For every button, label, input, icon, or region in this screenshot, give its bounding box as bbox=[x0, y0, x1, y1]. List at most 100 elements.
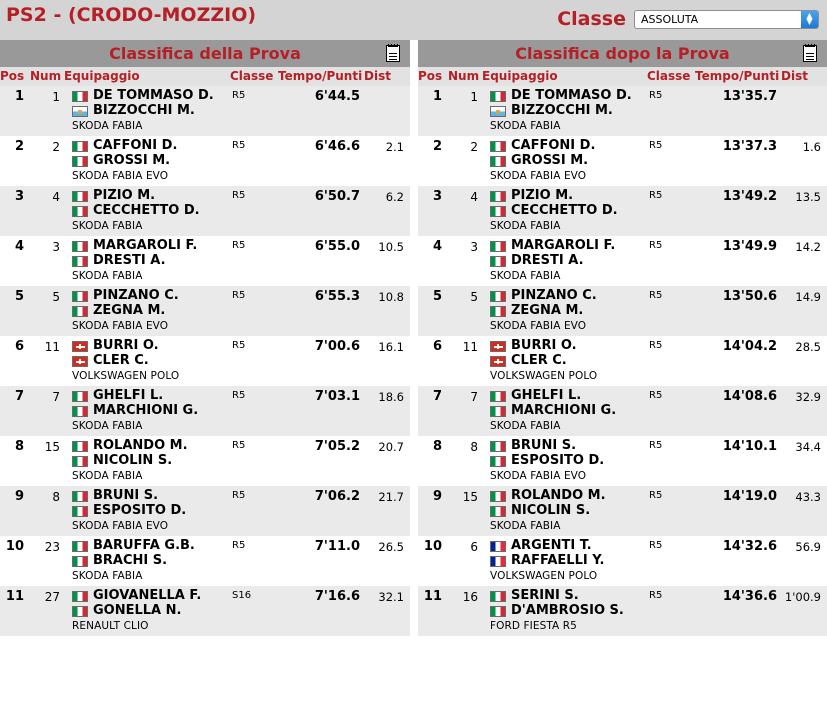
cell-tempo: 7'06.2 bbox=[314, 489, 360, 504]
cell-num: 7 bbox=[470, 390, 478, 404]
cell-dist: 16.1 bbox=[378, 340, 404, 354]
codriver-name: ESPOSITO D. bbox=[93, 503, 187, 518]
cell-equipaggio: SERINI S. D'AMBROSIO S. FORD FIESTA R5 bbox=[482, 586, 647, 636]
cell-num: 8 bbox=[470, 440, 478, 454]
table-header-row: Pos Num Equipaggio Classe Tempo/Punti Di… bbox=[418, 67, 827, 86]
cell-pos: 2 bbox=[14, 139, 24, 154]
cell-tempo: 6'55.3 bbox=[314, 289, 360, 304]
table-row[interactable]: 8 15 ROLANDO M. NICOLIN S. SKODA FABIA R5 7'05… bbox=[0, 436, 410, 486]
col-dist: Dist bbox=[364, 67, 410, 86]
codriver-name: GONELLA N. bbox=[93, 603, 182, 618]
cell-classe: R5 bbox=[232, 440, 246, 451]
crew-member: CECCHETTO D. bbox=[72, 203, 230, 218]
flag-it-icon bbox=[490, 156, 506, 167]
cell-dist: 13.5 bbox=[795, 190, 821, 204]
table-row[interactable]: 11 16 SERINI S. D'AMBROSIO S. FORD FIESTA R5… bbox=[418, 586, 827, 636]
flag-it-icon bbox=[72, 606, 88, 617]
cell-classe: R5 bbox=[232, 240, 246, 251]
flag-it-icon bbox=[72, 141, 88, 152]
cell-dist: 20.7 bbox=[378, 440, 404, 454]
table-row[interactable]: 3 4 PIZIO M. CECCHETTO D. SKODA FABIA R5 6'50.… bbox=[0, 186, 410, 236]
table-row[interactable]: 6 11 BURRI O. CLER C. VOLKSWAGEN POLO R5 14'04… bbox=[418, 336, 827, 386]
classe-selected-value: ASSOLUTA bbox=[641, 12, 699, 26]
flag-it-icon bbox=[72, 406, 88, 417]
table-row[interactable]: 10 23 BARUFFA G.B. BRACHI S. SKODA FABIA R5 7'… bbox=[0, 536, 410, 586]
flag-ch-icon bbox=[490, 341, 506, 352]
cell-equipaggio: ARGENTI T. RAFFAELLI Y. VOLKSWAGEN POLO bbox=[482, 536, 647, 586]
cell-classe: R5 bbox=[649, 390, 663, 401]
flag-it-icon bbox=[490, 406, 506, 417]
driver-name: ROLANDO M. bbox=[93, 438, 188, 453]
cell-num: 5 bbox=[470, 290, 478, 304]
col-pos: Pos bbox=[0, 67, 30, 86]
table-row[interactable]: 8 8 BRUNI S. ESPOSITO D. SKODA FABIA EVO R5 14… bbox=[418, 436, 827, 486]
crew-member: BURRI O. bbox=[72, 338, 230, 353]
driver-name: GHELFI L. bbox=[93, 388, 164, 403]
table-row[interactable]: 1 1 DE TOMMASO D. BIZZOCCHI M. SKODA FABIA R5… bbox=[0, 86, 410, 136]
table-row[interactable]: 1 1 DE TOMMASO D. BIZZOCCHI M. SKODA FABIA R5… bbox=[418, 86, 827, 136]
crew-member: CAFFONI D. bbox=[490, 138, 647, 153]
col-num: Num bbox=[448, 67, 482, 86]
table-row[interactable]: 10 6 ARGENTI T. RAFFAELLI Y. VOLKSWAGEN POLO… bbox=[418, 536, 827, 586]
crew-member: BRUNI S. bbox=[490, 438, 647, 453]
col-tempo: Tempo/Punti bbox=[695, 67, 781, 86]
cell-pos: 11 bbox=[423, 589, 442, 604]
notepad-icon[interactable] bbox=[803, 44, 817, 62]
notepad-icon[interactable] bbox=[386, 44, 400, 62]
flag-it-icon bbox=[72, 491, 88, 502]
table-row[interactable]: 2 2 CAFFONI D. GROSSI M. SKODA FABIA EVO R5 6'… bbox=[0, 136, 410, 186]
cell-dist: 14.2 bbox=[795, 240, 821, 254]
cell-tempo: 6'46.6 bbox=[314, 139, 360, 154]
cell-num: 27 bbox=[44, 590, 60, 604]
crew-member: CECCHETTO D. bbox=[490, 203, 647, 218]
classe-select[interactable]: ASSOLUTA ▲ ▼ bbox=[634, 9, 819, 29]
crew-member: GROSSI M. bbox=[490, 153, 647, 168]
chevron-updown-icon[interactable]: ▲ ▼ bbox=[801, 10, 818, 28]
cell-pos: 3 bbox=[14, 189, 24, 204]
crew-member: DRESTI A. bbox=[490, 253, 647, 268]
stage-results-header: Classifica della Prova bbox=[0, 40, 410, 67]
flag-it-icon bbox=[490, 441, 506, 452]
cell-equipaggio: PINZANO C. ZEGNA M. SKODA FABIA EVO bbox=[64, 286, 230, 336]
flag-it-icon bbox=[490, 141, 506, 152]
table-row[interactable]: 9 15 ROLANDO M. NICOLIN S. SKODA FABIA R5 14'1… bbox=[418, 486, 827, 536]
cell-pos: 5 bbox=[432, 289, 442, 304]
table-row[interactable]: 7 7 GHELFI L. MARCHIONI G. SKODA FABIA R5 14'0… bbox=[418, 386, 827, 436]
driver-name: PINZANO C. bbox=[511, 288, 597, 303]
cell-classe: R5 bbox=[232, 290, 246, 301]
table-row[interactable]: 6 11 BURRI O. CLER C. VOLKSWAGEN POLO R5 7'00.… bbox=[0, 336, 410, 386]
table-row[interactable]: 4 3 MARGAROLI F. DRESTI A. SKODA FABIA R5 13'4… bbox=[418, 236, 827, 286]
driver-name: GIOVANELLA F. bbox=[93, 588, 202, 603]
table-row[interactable]: 9 8 BRUNI S. ESPOSITO D. SKODA FABIA EVO R5 7'… bbox=[0, 486, 410, 536]
driver-name: MARGAROLI F. bbox=[93, 238, 198, 253]
cell-dist: 34.4 bbox=[795, 440, 821, 454]
col-num: Num bbox=[30, 67, 64, 86]
table-row[interactable]: 5 5 PINZANO C. ZEGNA M. SKODA FABIA EVO R5 6'5… bbox=[0, 286, 410, 336]
crew-member: SERINI S. bbox=[490, 588, 647, 603]
crew-member: MARCHIONI G. bbox=[72, 403, 230, 418]
cell-classe: R5 bbox=[649, 290, 663, 301]
cell-classe: R5 bbox=[232, 490, 246, 501]
flag-it-icon bbox=[490, 491, 506, 502]
cell-classe: R5 bbox=[649, 590, 663, 601]
table-row[interactable]: 7 7 GHELFI L. MARCHIONI G. SKODA FABIA R5 7'03… bbox=[0, 386, 410, 436]
table-row[interactable]: 3 4 PIZIO M. CECCHETTO D. SKODA FABIA R5 13'49… bbox=[418, 186, 827, 236]
cell-tempo: 7'05.2 bbox=[314, 439, 360, 454]
car-model: SKODA FABIA bbox=[490, 420, 561, 432]
table-row[interactable]: 5 5 PINZANO C. ZEGNA M. SKODA FABIA EVO R5 13'… bbox=[418, 286, 827, 336]
flag-it-icon bbox=[72, 506, 88, 517]
cell-tempo: 14'32.6 bbox=[722, 539, 777, 554]
flag-sm-icon bbox=[72, 106, 88, 117]
table-row[interactable]: 2 2 CAFFONI D. GROSSI M. SKODA FABIA EVO R5 13… bbox=[418, 136, 827, 186]
cell-pos: 1 bbox=[432, 89, 442, 104]
cell-classe: R5 bbox=[232, 340, 246, 351]
cell-dist bbox=[781, 86, 827, 136]
table-row[interactable]: 4 3 MARGAROLI F. DRESTI A. SKODA FABIA R5 6'55… bbox=[0, 236, 410, 286]
car-model: SKODA FABIA EVO bbox=[490, 170, 587, 182]
crew-member: PIZIO M. bbox=[72, 188, 230, 203]
codriver-name: GROSSI M. bbox=[93, 153, 171, 168]
cell-tempo: 13'50.6 bbox=[722, 289, 777, 304]
cell-tempo: 13'35.7 bbox=[722, 89, 777, 104]
table-row[interactable]: 11 27 GIOVANELLA F. GONELLA N. RENAULT CLIO S… bbox=[0, 586, 410, 636]
